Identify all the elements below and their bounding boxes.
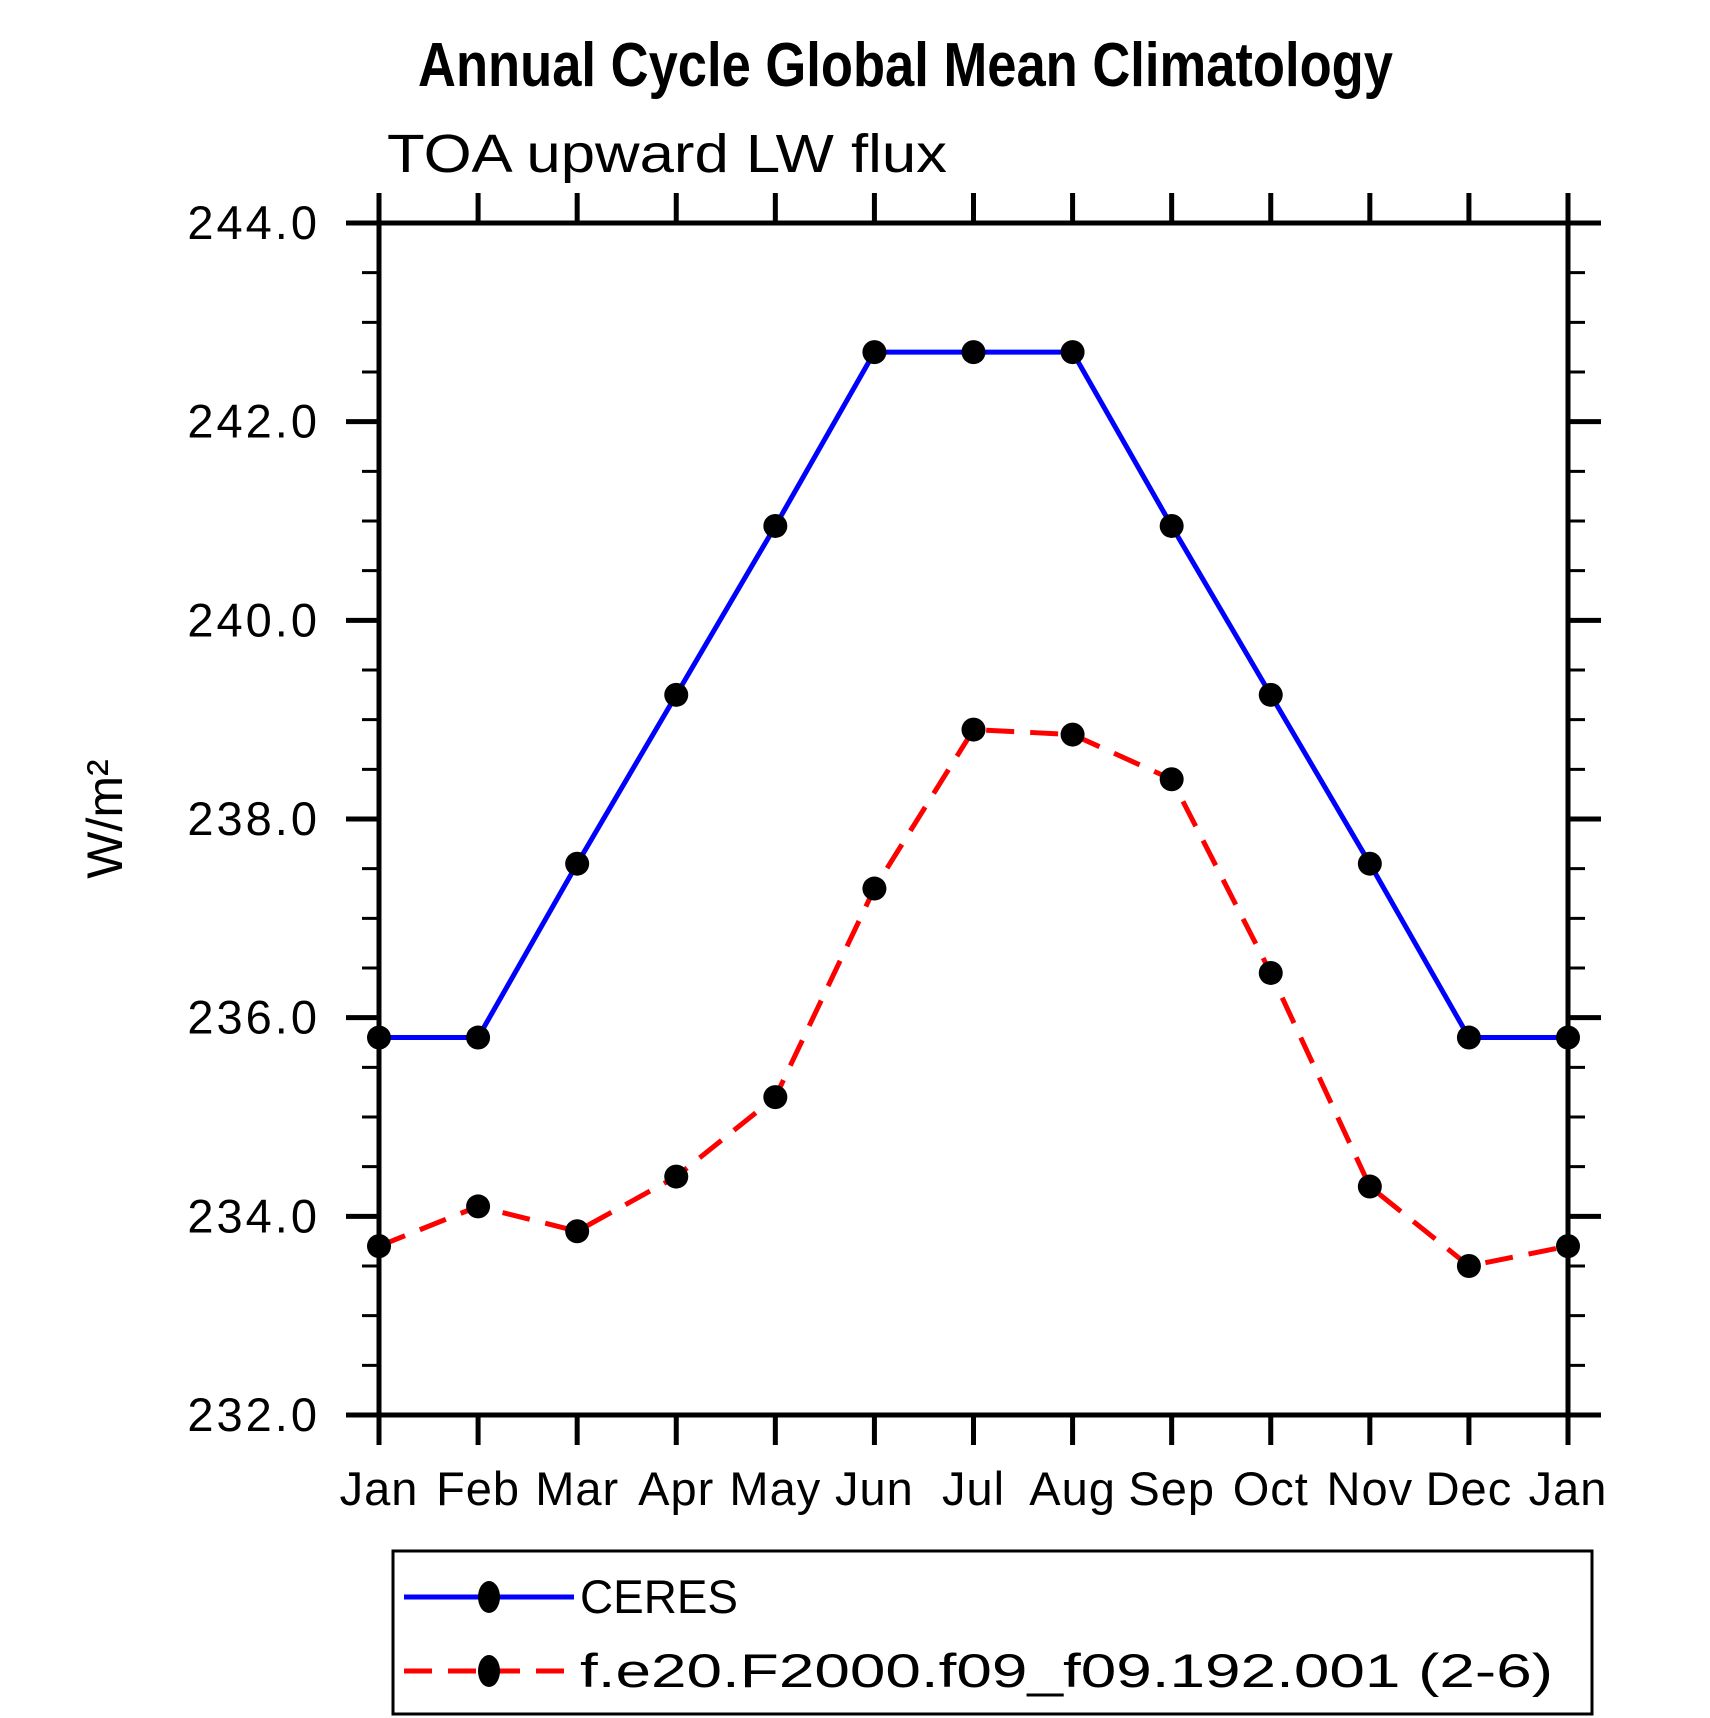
legend-label-model: f.e20.F2000.f09_f09.192.001 (2-6) (580, 1644, 1553, 1697)
data-point (1159, 767, 1184, 792)
data-point (1258, 682, 1283, 707)
data-point (664, 1164, 689, 1189)
chart-title: Annual Cycle Global Mean Climatology (418, 31, 1393, 100)
legend-marker-model (478, 1655, 500, 1687)
data-point (1357, 1174, 1382, 1199)
y-tick-label: 236.0 (187, 991, 320, 1044)
data-point (1357, 851, 1382, 876)
data-point (1456, 1025, 1481, 1050)
x-axis-ticks (376, 193, 1571, 1445)
data-point (367, 1234, 391, 1259)
data-point (1159, 513, 1184, 538)
y-axis-label: W/m² (77, 759, 133, 878)
legend-label-ceres: CERES (580, 1570, 738, 1623)
data-series (367, 340, 1580, 1278)
data-point (565, 851, 590, 876)
data-point (1060, 722, 1085, 747)
data-point (367, 1025, 391, 1050)
x-tick-label: Sep (1128, 1462, 1215, 1515)
y-tick-label: 244.0 (187, 196, 320, 249)
series-line (378, 727, 1569, 1269)
data-point (565, 1219, 590, 1244)
x-tick-label: Jul (942, 1462, 1005, 1515)
x-tick-label: Apr (638, 1462, 714, 1515)
x-tick-label: Nov (1327, 1462, 1414, 1515)
data-point (664, 682, 689, 707)
y-tick-label: 234.0 (187, 1189, 320, 1242)
data-point (1060, 340, 1085, 365)
x-tick-label: May (729, 1462, 821, 1515)
data-point (763, 1085, 788, 1110)
plot-area: 244.0 242.0 240.0 238.0 236.0 234.0 232.0 Jan F… (187, 193, 1608, 1515)
x-tick-label: Aug (1029, 1462, 1116, 1515)
legend-marker-ceres (478, 1581, 500, 1613)
data-point (961, 340, 986, 365)
y-axis-tick-labels: 244.0 242.0 240.0 238.0 236.0 234.0 232.0 (187, 196, 320, 1441)
y-tick-label: 238.0 (187, 792, 320, 845)
y-axis-ticks (346, 220, 1601, 1418)
data-point (1456, 1254, 1481, 1278)
y-tick-label: 240.0 (187, 593, 320, 646)
x-tick-label: Oct (1233, 1462, 1309, 1515)
x-tick-label: Dec (1426, 1462, 1513, 1515)
y-tick-label: 242.0 (187, 395, 320, 448)
data-point (466, 1194, 491, 1219)
x-tick-label: Jun (835, 1462, 914, 1515)
x-tick-label: Feb (436, 1462, 520, 1515)
legend-box (391, 1549, 1594, 1716)
data-point (961, 717, 986, 742)
data-point (1258, 960, 1283, 985)
data-point (763, 513, 788, 538)
data-point (1556, 1234, 1580, 1259)
data-point (466, 1025, 491, 1050)
series-line (379, 349, 1568, 1041)
data-point (862, 340, 887, 365)
plot-frame (376, 220, 1571, 1418)
x-axis-tick-labels: Jan Feb Mar Apr May Jun Jul Aug Sep Oct Nov Dec Jan (340, 1462, 1608, 1515)
data-point (862, 876, 887, 901)
series-ceres (367, 340, 1580, 1050)
x-tick-label: Jan (1529, 1462, 1608, 1515)
legend: CERES f.e20.F2000.f09_f09.192.001 (2-6) (391, 1549, 1594, 1716)
series-model (367, 717, 1580, 1278)
x-tick-label: Jan (340, 1462, 419, 1515)
y-tick-label: 232.0 (187, 1388, 320, 1441)
x-tick-label: Mar (535, 1462, 619, 1515)
chart-subtitle: TOA upward LW flux (387, 124, 947, 184)
data-point (1556, 1025, 1580, 1050)
